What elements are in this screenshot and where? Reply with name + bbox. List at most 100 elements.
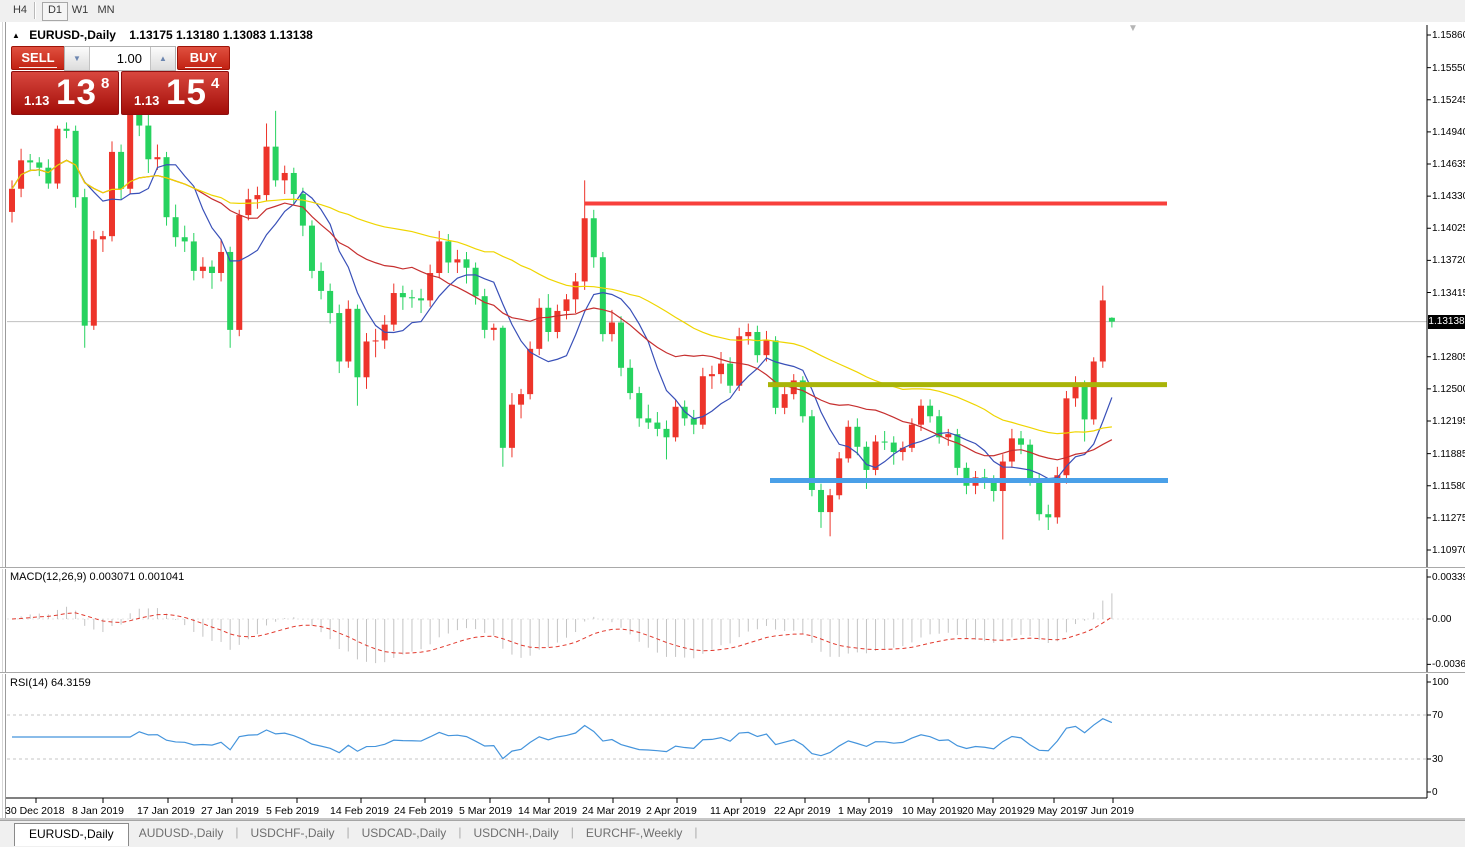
window-frame bbox=[0, 818, 1465, 820]
price-tick-label: 1.15245 bbox=[1432, 94, 1465, 106]
sell-button[interactable]: SELL bbox=[11, 46, 65, 70]
buy-price-display[interactable]: 1.13 15 4 bbox=[121, 71, 229, 115]
price-tick-label: 1.12195 bbox=[1432, 415, 1465, 427]
macd-tick-label: -0.003664 bbox=[1432, 659, 1465, 671]
rsi-tick-label: 30 bbox=[1432, 754, 1444, 765]
chart-tab-eurchf-weekly[interactable]: EURCHF-,Weekly bbox=[585, 826, 683, 840]
volume-input[interactable] bbox=[90, 47, 150, 70]
tab-separator: | bbox=[346, 825, 350, 839]
rsi-tick-label: 100 bbox=[1432, 677, 1449, 688]
tab-separator: | bbox=[694, 825, 698, 839]
date-label: 22 Apr 2019 bbox=[774, 805, 831, 817]
macd-label: MACD(12,26,9) 0.003071 0.001041 bbox=[10, 571, 185, 583]
timeframe-toolbar: H4 D1 W1 MN bbox=[0, 0, 1465, 23]
main-price-pane[interactable] bbox=[7, 51, 1427, 540]
toolbar-separator bbox=[34, 2, 36, 19]
chart-window: ▲ EURUSD-,Daily 1.13175 1.13180 1.13083 … bbox=[0, 22, 1465, 820]
date-label: 7 Jun 2019 bbox=[1082, 805, 1134, 817]
rsi-tick-label: 0 bbox=[1432, 787, 1438, 798]
timeframe-button-d1[interactable]: D1 bbox=[42, 2, 68, 21]
price-tick-label: 1.14635 bbox=[1432, 159, 1465, 170]
price-tick-label: 1.14330 bbox=[1432, 191, 1465, 203]
buy-price-prefix: 1.13 bbox=[134, 93, 160, 108]
date-label: 1 May 2019 bbox=[838, 805, 893, 817]
macd-signal-line bbox=[11, 612, 1113, 654]
window-frame bbox=[2, 22, 3, 819]
buy-price-pipette: 4 bbox=[211, 75, 220, 92]
date-label: 5 Feb 2019 bbox=[266, 805, 320, 817]
chart-canvas[interactable] bbox=[0, 22, 1465, 820]
chart-tab-bar: EURUSD-,Daily AUDUSD-,Daily | USDCHF-,Daily… bbox=[0, 820, 1465, 847]
macd-pane[interactable] bbox=[7, 593, 1427, 664]
volume-control: ▼ ▲ bbox=[64, 46, 176, 71]
price-tick-label: 1.11580 bbox=[1432, 480, 1465, 492]
rsi-tick-label: 70 bbox=[1432, 710, 1444, 721]
sell-button-label: SELL bbox=[21, 50, 55, 65]
date-label: 14 Feb 2019 bbox=[330, 805, 389, 817]
tab-separator: | bbox=[235, 825, 239, 839]
volume-increase-button[interactable]: ▲ bbox=[150, 47, 175, 70]
chart-shift-icon[interactable]: ▼ bbox=[1128, 23, 1138, 34]
triangle-up-icon: ▲ bbox=[159, 54, 167, 63]
window-frame bbox=[5, 22, 6, 819]
buy-button-label: BUY bbox=[189, 50, 218, 65]
price-tick-label: 1.12805 bbox=[1432, 351, 1465, 363]
buy-price-big-digits: 15 bbox=[166, 73, 207, 112]
pane-separator[interactable] bbox=[0, 672, 1465, 674]
buy-button[interactable]: BUY bbox=[177, 46, 230, 70]
date-label: 5 Mar 2019 bbox=[459, 805, 513, 817]
date-label: 11 Apr 2019 bbox=[710, 805, 766, 817]
macd-tick-label: 0.00 bbox=[1432, 614, 1452, 625]
date-label: 24 Feb 2019 bbox=[394, 805, 453, 817]
price-tick-label: 1.11275 bbox=[1432, 512, 1465, 524]
current-price-tag: 1.13138 bbox=[1428, 314, 1465, 329]
chart-quote-line: 1.13175 1.13180 1.13083 1.13138 bbox=[129, 28, 313, 42]
timeframe-button-w1[interactable]: W1 bbox=[71, 4, 89, 16]
timeframe-button-h4[interactable]: H4 bbox=[12, 4, 28, 16]
one-click-trading-panel: SELL ▼ ▲ BUY 1.13 13 8 bbox=[11, 46, 230, 135]
date-label: 29 May 2019 bbox=[1023, 805, 1084, 817]
date-label: 14 Mar 2019 bbox=[518, 805, 577, 817]
moving-average-line bbox=[11, 159, 1113, 480]
macd-tick-label: 0.003392 bbox=[1432, 572, 1465, 583]
triangle-down-icon: ▼ bbox=[73, 54, 81, 63]
rsi-pane[interactable] bbox=[7, 714, 1427, 760]
timeframe-button-mn[interactable]: MN bbox=[97, 4, 115, 16]
price-tick-label: 1.13720 bbox=[1432, 255, 1465, 267]
chart-tab-usdcad-daily[interactable]: USDCAD-,Daily bbox=[361, 826, 447, 840]
tab-separator: | bbox=[458, 825, 462, 839]
price-tick-label: 1.11885 bbox=[1432, 448, 1465, 460]
collapse-triangle-icon[interactable]: ▲ bbox=[12, 31, 20, 40]
sell-price-prefix: 1.13 bbox=[24, 93, 50, 108]
moving-average-line bbox=[11, 159, 1112, 435]
date-label: 20 May 2019 bbox=[962, 805, 1023, 817]
chart-tab-usdcnh-daily[interactable]: USDCNH-,Daily bbox=[473, 826, 559, 840]
time-axis[interactable]: 30 Dec 2018 8 Jan 2019 17 Jan 2019 27 Jan 2… bbox=[5, 801, 1427, 819]
date-label: 17 Jan 2019 bbox=[137, 805, 195, 817]
rsi-line bbox=[12, 718, 1113, 760]
sell-price-big-digits: 13 bbox=[56, 73, 97, 112]
price-tick-label: 1.14025 bbox=[1432, 223, 1465, 235]
price-tick-label: 1.15860 bbox=[1432, 30, 1465, 41]
date-label: 27 Jan 2019 bbox=[201, 805, 259, 817]
price-axis[interactable]: 1.15860 1.15550 1.15245 1.14940 1.14635 1.143… bbox=[1428, 24, 1465, 798]
sell-price-display[interactable]: 1.13 13 8 bbox=[11, 71, 119, 115]
chart-tab-eurusd-daily[interactable]: EURUSD-,Daily bbox=[14, 823, 129, 846]
price-tick-label: 1.14940 bbox=[1432, 126, 1465, 138]
date-label: 8 Jan 2019 bbox=[72, 805, 124, 817]
price-tick-label: 1.12500 bbox=[1432, 383, 1465, 395]
date-label: 30 Dec 2018 bbox=[5, 805, 65, 817]
price-tick-label: 1.10970 bbox=[1432, 545, 1465, 556]
date-label: 24 Mar 2019 bbox=[582, 805, 641, 817]
chart-symbol-label: EURUSD-,Daily bbox=[29, 28, 116, 42]
chart-title: ▲ EURUSD-,Daily 1.13175 1.13180 1.13083 … bbox=[12, 28, 313, 42]
button-underline bbox=[185, 67, 222, 68]
rsi-label: RSI(14) 64.3159 bbox=[10, 677, 91, 689]
chart-tab-usdchf-daily[interactable]: USDCHF-,Daily bbox=[250, 826, 335, 840]
volume-decrease-button[interactable]: ▼ bbox=[65, 47, 90, 70]
chart-tab-audusd-daily[interactable]: AUDUSD-,Daily bbox=[138, 826, 224, 840]
date-label: 10 May 2019 bbox=[902, 805, 963, 817]
sell-price-pipette: 8 bbox=[101, 75, 110, 92]
pane-separator[interactable] bbox=[0, 567, 1465, 569]
